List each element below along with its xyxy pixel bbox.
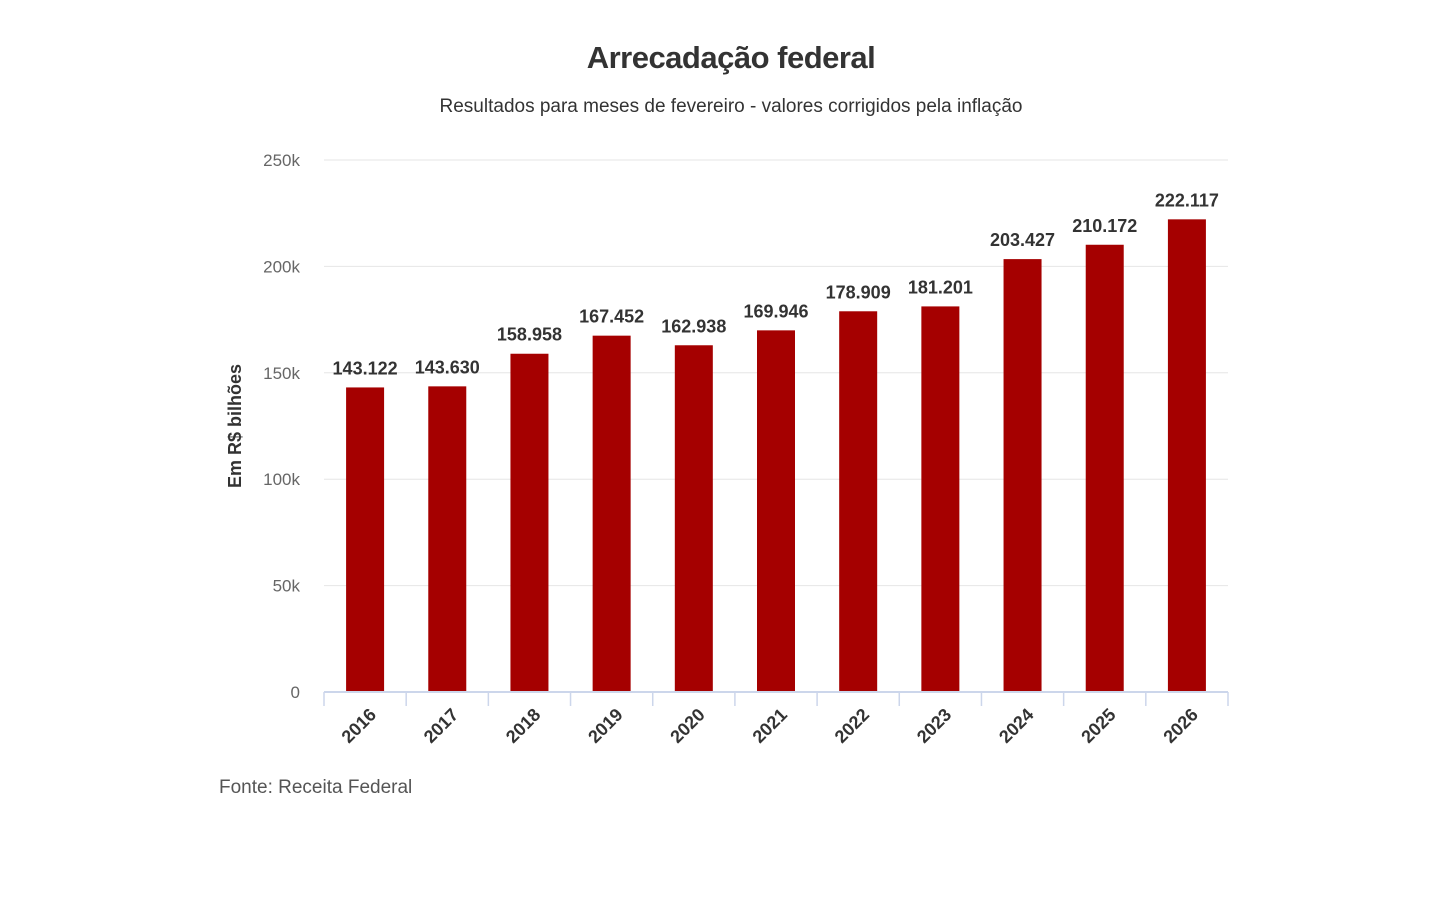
data-label: 181.201 [908, 277, 973, 297]
bar [592, 335, 631, 692]
bar [1167, 219, 1206, 692]
bar [346, 387, 385, 692]
y-tick-label: 100k [263, 470, 300, 489]
chart-subtitle: Resultados para meses de fevereiro - val… [439, 96, 1023, 117]
x-tick-label: 2017 [420, 705, 462, 747]
data-label: 167.452 [579, 307, 644, 327]
x-tick-label: 2026 [1159, 705, 1201, 747]
bars [346, 219, 1206, 693]
data-label: 210.172 [1072, 216, 1137, 236]
y-tick-label: 0 [291, 683, 300, 702]
data-label: 178.909 [826, 282, 891, 302]
x-tick-label: 2020 [666, 705, 708, 747]
bar [921, 306, 960, 692]
data-label: 222.117 [1155, 190, 1219, 210]
data-label: 143.122 [333, 358, 398, 378]
data-label: 143.630 [415, 357, 480, 377]
data-labels: 143.122 143.630 158.958 167.452 162.938 169.9… [333, 190, 1219, 378]
bar [1003, 259, 1042, 692]
bar [839, 311, 878, 692]
chart-title: Arrecadação federal [586, 40, 876, 75]
data-label: 203.427 [990, 230, 1055, 250]
source-note: Fonte: Receita Federal [219, 777, 413, 798]
x-axis: 2016 2017 2018 2019 2020 2021 2022 2023 2024 2025… [323, 691, 1229, 747]
bar [510, 353, 549, 692]
y-tick-label: 250k [263, 151, 300, 170]
x-tick-label: 2023 [913, 705, 955, 747]
bar [1085, 244, 1124, 693]
data-label: 162.938 [661, 316, 726, 336]
x-tick-label: 2019 [584, 705, 626, 747]
bar [674, 345, 713, 692]
x-tick-label: 2022 [831, 705, 873, 747]
bar [428, 386, 467, 692]
y-tick-label: 50k [273, 577, 301, 596]
x-tick-label: 2024 [995, 705, 1037, 747]
x-tick-label: 2021 [749, 705, 791, 747]
y-tick-label: 200k [263, 257, 300, 276]
data-label: 158.958 [497, 325, 562, 345]
y-axis-ticks: 0 50k 100k 150k 200k 250k [263, 151, 300, 702]
x-tick-label: 2016 [338, 705, 380, 747]
y-axis-label: Em R$ bilhões [225, 364, 245, 488]
x-tick-label: 2018 [502, 705, 544, 747]
x-tick-label: 2025 [1077, 705, 1119, 747]
y-tick-label: 150k [263, 364, 300, 383]
data-label: 169.946 [743, 301, 808, 321]
bar [757, 330, 795, 692]
